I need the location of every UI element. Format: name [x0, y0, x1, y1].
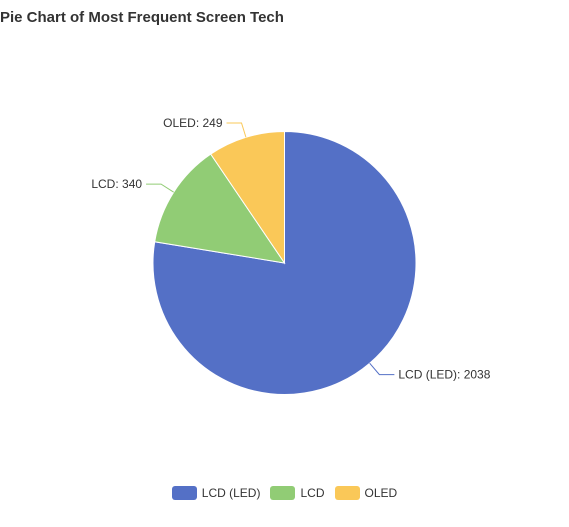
legend-label-lcd-led: LCD (LED) [202, 486, 261, 500]
legend-item-oled[interactable]: OLED [335, 486, 398, 500]
legend-label-oled: OLED [365, 486, 398, 500]
legend-label-lcd: LCD [300, 486, 324, 500]
legend-swatch-lcd [270, 486, 295, 500]
label-line-lcd-led [370, 363, 395, 374]
data-label-lcd-led: LCD (LED): 2038 [398, 368, 490, 382]
label-line-lcd [146, 184, 174, 192]
label-line-oled [227, 123, 246, 137]
legend-item-lcd-led[interactable]: LCD (LED) [172, 486, 261, 500]
chart-legend: LCD (LED) LCD OLED [0, 486, 569, 500]
data-label-lcd: LCD: 340 [91, 177, 142, 191]
legend-item-lcd[interactable]: LCD [270, 486, 324, 500]
legend-swatch-oled [335, 486, 360, 500]
data-label-oled: OLED: 249 [163, 116, 223, 130]
legend-swatch-lcd-led [172, 486, 197, 500]
